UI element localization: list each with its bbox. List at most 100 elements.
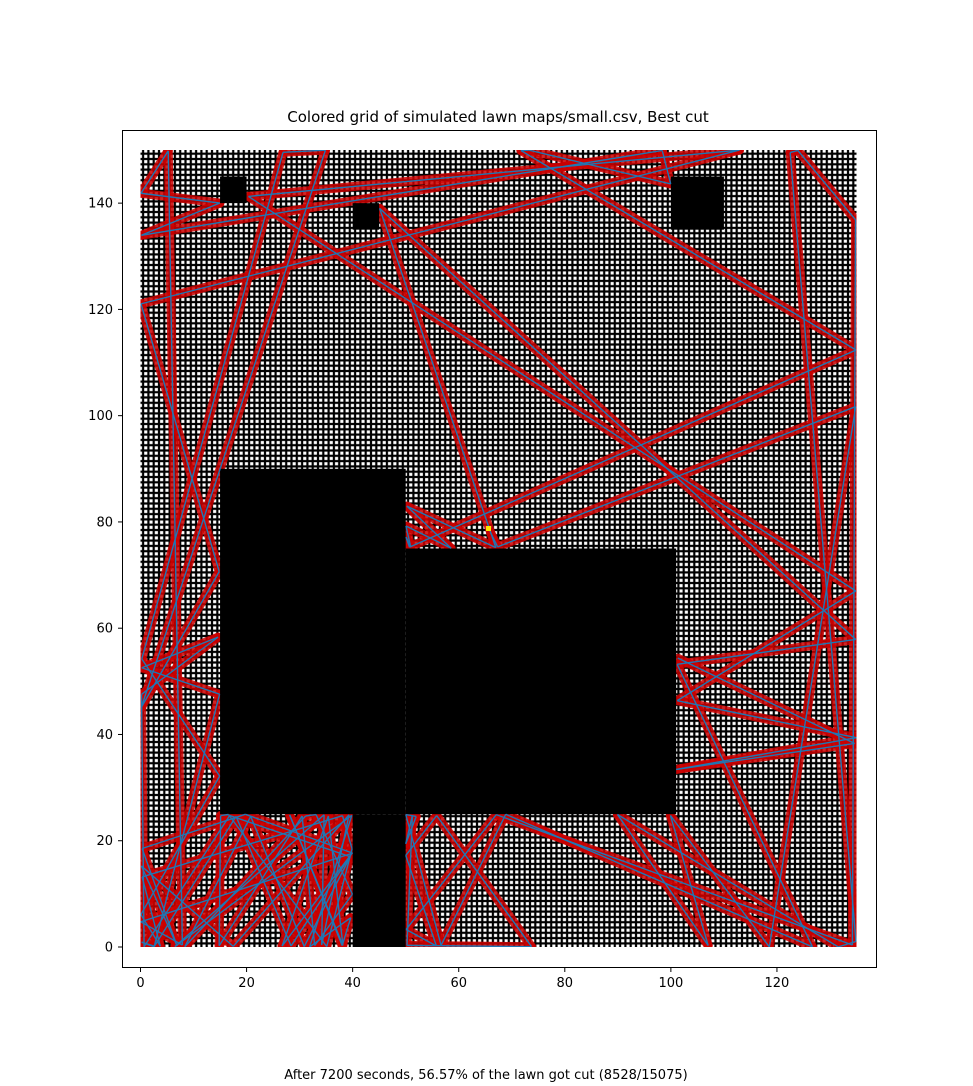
x-tick-label: 20 — [238, 976, 255, 991]
path-segment — [141, 658, 221, 777]
path-segment — [153, 815, 237, 947]
path-segment — [220, 813, 229, 817]
path-segment — [140, 865, 234, 947]
path-segment — [167, 150, 184, 946]
path-segment — [281, 815, 330, 947]
path-segment — [248, 195, 857, 592]
path-segment — [405, 814, 497, 930]
path-segment — [283, 150, 326, 153]
path-segment — [141, 202, 221, 236]
path-segment — [143, 815, 231, 947]
path-segment — [661, 150, 672, 185]
path-segment — [326, 848, 353, 947]
path-segment — [379, 207, 857, 641]
x-tick-label: 100 — [658, 976, 683, 991]
x-tick-label: 0 — [136, 976, 144, 991]
path-segment — [669, 814, 770, 947]
path-segment — [141, 636, 219, 669]
path-segment — [789, 152, 857, 942]
start-marker — [486, 526, 491, 531]
path-segment — [289, 814, 344, 946]
y-tick-label: 0 — [105, 941, 113, 956]
y-tick-label: 120 — [88, 303, 113, 318]
path-segment — [140, 150, 740, 305]
path-segment — [140, 150, 169, 194]
path-segment — [405, 525, 412, 547]
path-segment — [409, 349, 857, 548]
path-segment — [677, 638, 856, 665]
path-segment — [301, 815, 316, 946]
y-tick-label: 40 — [96, 728, 113, 743]
y-tick-label: 140 — [88, 197, 113, 212]
path-segment — [676, 663, 814, 947]
path-segment — [141, 150, 663, 236]
path-segment — [676, 742, 855, 771]
path-segment — [436, 815, 533, 947]
obstacle-stem — [352, 814, 406, 947]
path-segment — [245, 813, 353, 854]
path-segment — [305, 813, 317, 817]
path-segment — [218, 815, 303, 947]
path-segment — [141, 876, 162, 947]
x-tick-label: 40 — [344, 976, 361, 991]
path-segment — [405, 536, 411, 548]
path-segment — [248, 150, 740, 198]
mower-path-layer — [140, 150, 857, 947]
path-segment — [140, 694, 145, 947]
x-tick-label: 60 — [450, 976, 467, 991]
path-segment — [140, 150, 327, 708]
path-segment — [140, 852, 353, 923]
path-segment — [140, 192, 220, 204]
path-segment — [141, 152, 284, 660]
y-tick-label: 60 — [96, 622, 113, 637]
x-axis: 0 20 40 60 80 100 120 — [136, 967, 790, 991]
obstacle-small-3 — [670, 176, 724, 230]
chart-title: Colored grid of simulated lawn maps/smal… — [287, 108, 709, 126]
x-tick-label: 80 — [557, 976, 574, 991]
path-segment — [406, 505, 452, 549]
obstacles-layer — [220, 176, 724, 947]
path-segment — [341, 815, 353, 850]
path-segment — [405, 816, 417, 845]
path-segment — [405, 813, 417, 818]
path-segment — [232, 814, 350, 947]
path-segment — [315, 814, 354, 895]
path-segment — [520, 150, 857, 351]
path-segment — [528, 150, 671, 185]
path-segment — [227, 814, 328, 947]
obstacle-left-block — [220, 468, 406, 815]
path-segment — [290, 852, 353, 947]
path-segment — [405, 928, 437, 947]
path-segment — [184, 816, 252, 947]
path-segment — [669, 815, 709, 946]
path-segment — [141, 815, 343, 878]
path-segment — [440, 813, 507, 946]
path-segment — [141, 667, 220, 695]
path-segment — [140, 303, 220, 572]
path-segment — [140, 914, 161, 947]
path-segment — [141, 848, 178, 947]
path-segment — [327, 815, 344, 946]
path-segment — [141, 813, 246, 850]
path-segment — [405, 814, 442, 946]
y-axis: 0 20 40 60 80 100 120 140 — [88, 197, 123, 956]
y-tick-label: 20 — [96, 834, 113, 849]
path-segment — [768, 406, 857, 947]
path-segment — [140, 775, 221, 915]
path-segment — [406, 944, 532, 947]
path-segment — [405, 525, 452, 549]
path-segment — [405, 855, 438, 947]
path-segment — [797, 150, 857, 221]
obstacle-small-1 — [220, 176, 247, 204]
y-tick-label: 100 — [88, 409, 113, 424]
path-segment — [218, 815, 222, 946]
x-tick-label: 120 — [765, 976, 790, 991]
y-tick-label: 80 — [96, 515, 113, 530]
obstacle-small-2 — [352, 203, 380, 230]
path-segment — [505, 813, 813, 947]
path-segment — [677, 657, 855, 745]
path-segment — [406, 505, 497, 549]
path-segment — [341, 917, 352, 946]
path-segment — [153, 694, 221, 947]
